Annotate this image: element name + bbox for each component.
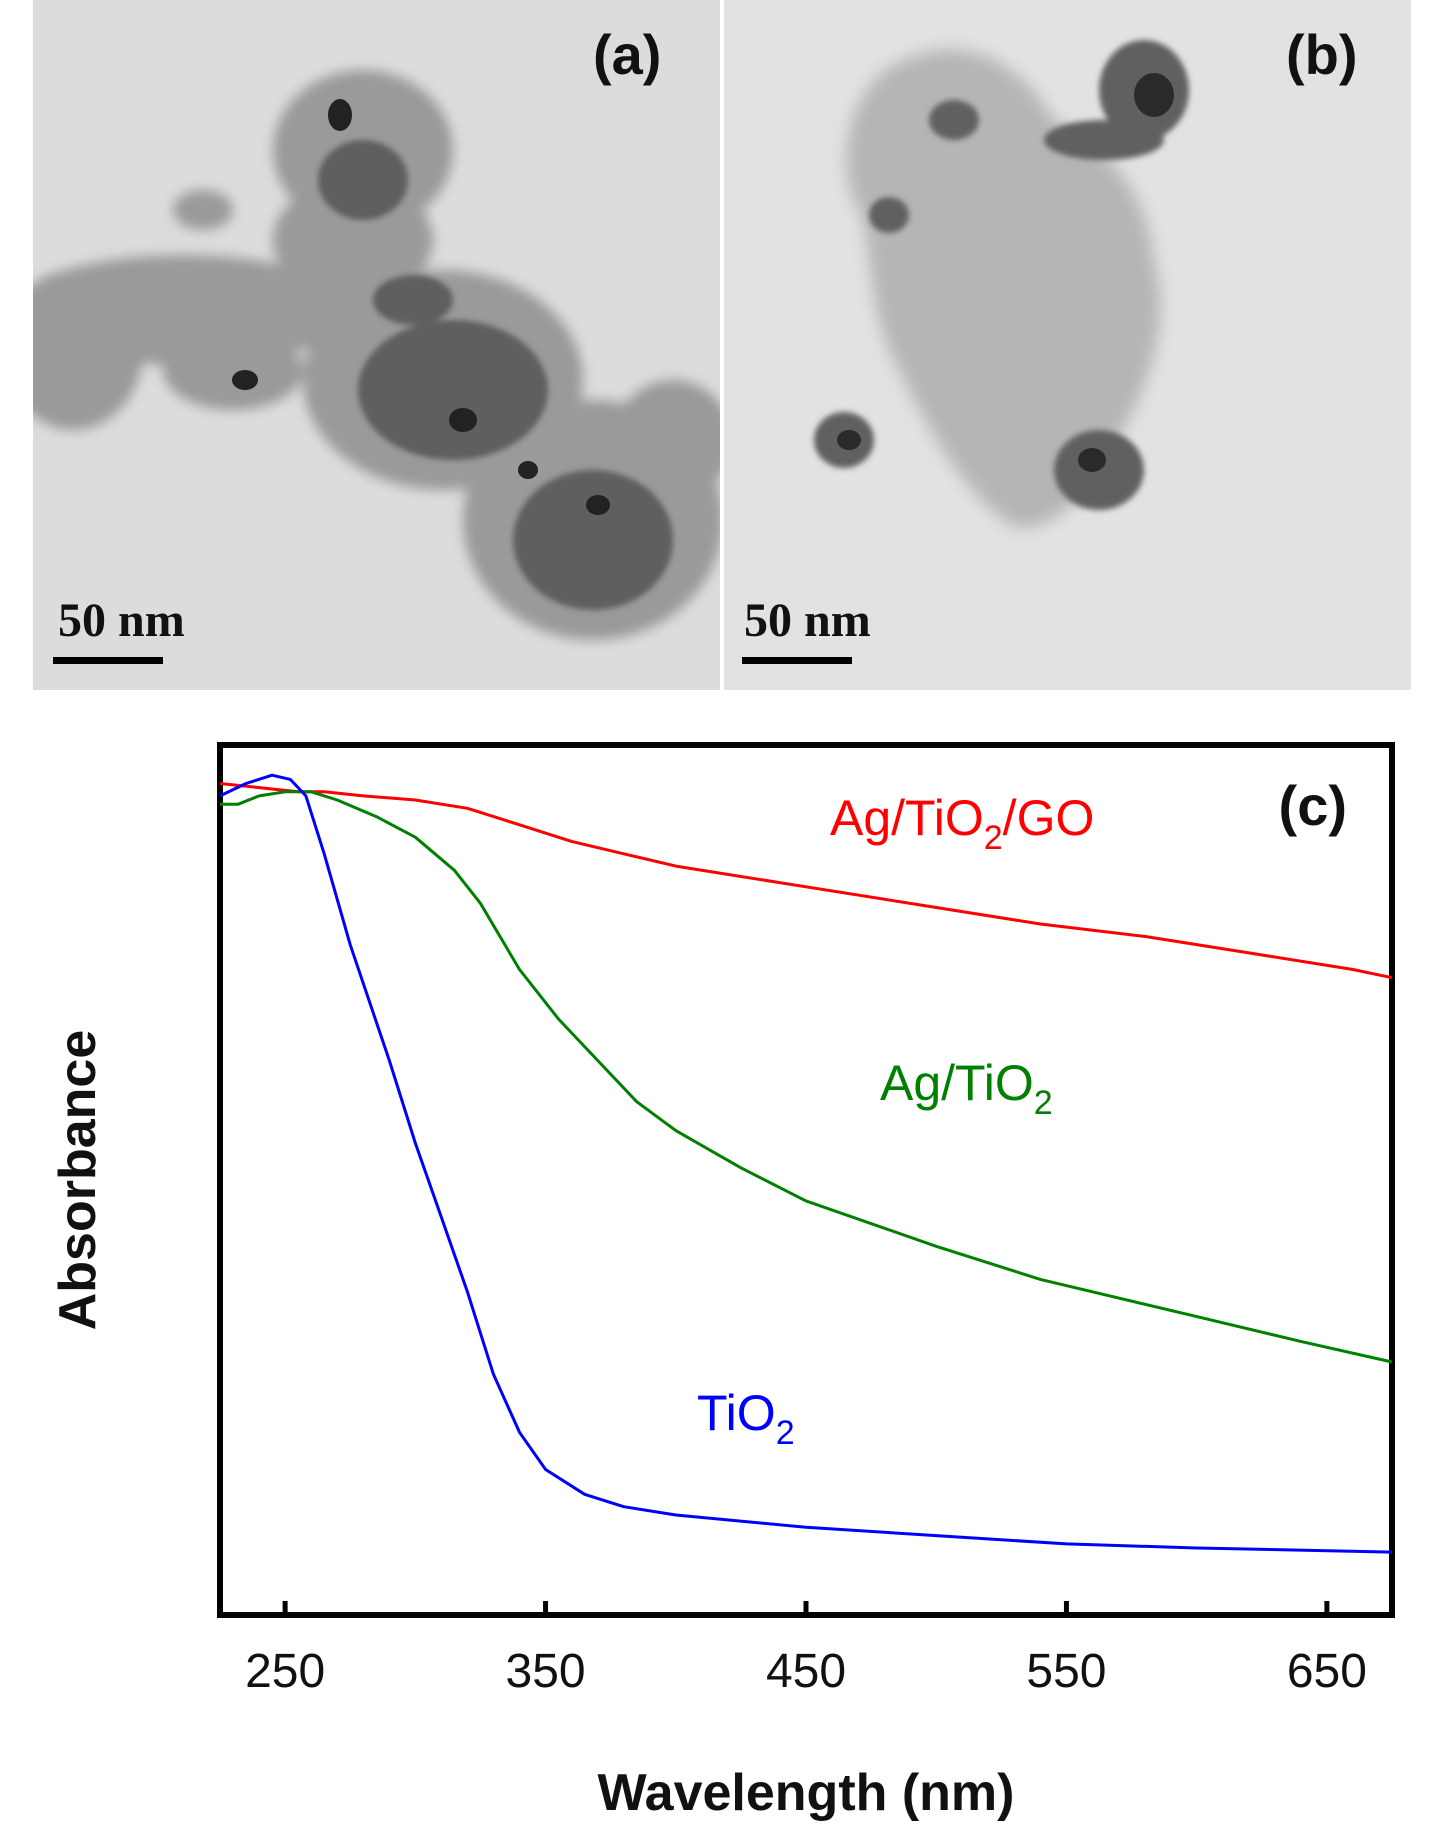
series-line-0 bbox=[219, 782, 1393, 980]
panel-label-c: (c) bbox=[1279, 774, 1347, 837]
series-label-subscript: 2 bbox=[984, 819, 1003, 857]
absorbance-chart: 250 350 450 550 650 (c) Wavelength (nm) Abso… bbox=[0, 690, 1449, 1829]
scalebar-a bbox=[53, 657, 163, 664]
panel-label-a: (a) bbox=[593, 23, 662, 86]
x-tick-label: 350 bbox=[506, 1645, 586, 1698]
series-label-main: Ag/TiO bbox=[880, 1055, 1034, 1111]
series-label-subscript: 2 bbox=[1034, 1084, 1053, 1122]
plot-frame bbox=[217, 742, 1395, 1618]
tem-image-a: (a) 50 nm bbox=[33, 0, 720, 690]
series-label-subscript: 2 bbox=[776, 1414, 795, 1452]
x-ticks: 250 350 450 550 650 bbox=[245, 1601, 1367, 1698]
scalebar-label-b: 50 nm bbox=[744, 594, 871, 647]
tem-micrograph-a bbox=[33, 0, 720, 690]
y-axis-title: Absorbance bbox=[49, 1030, 107, 1331]
scalebar-b bbox=[742, 657, 852, 664]
series-label-main: Ag/TiO bbox=[830, 790, 984, 846]
tem-image-b: (b) 50 nm bbox=[724, 0, 1411, 690]
x-tick-label: 450 bbox=[766, 1645, 846, 1698]
x-tick-label: 550 bbox=[1026, 1645, 1106, 1698]
series-label-0: Ag/TiO2/GO bbox=[830, 790, 1094, 857]
x-axis-title: Wavelength (nm) bbox=[598, 1764, 1015, 1822]
absorbance-chart-svg: 250 350 450 550 650 (c) Wavelength (nm) Abso… bbox=[49, 742, 1395, 1822]
x-tick-label: 650 bbox=[1287, 1645, 1367, 1698]
series-label-1: Ag/TiO2 bbox=[880, 1055, 1053, 1122]
series-lines bbox=[219, 773, 1393, 1554]
series-label-2: TiO2 bbox=[697, 1385, 795, 1452]
series-label-main: TiO bbox=[697, 1385, 776, 1441]
scalebar-label-a: 50 nm bbox=[58, 594, 185, 647]
panel-label-b: (b) bbox=[1286, 23, 1358, 86]
series-line-2 bbox=[219, 773, 1393, 1554]
x-tick-label: 250 bbox=[245, 1645, 325, 1698]
series-label-tail: /GO bbox=[1003, 790, 1095, 846]
tem-micrograph-b bbox=[724, 0, 1411, 690]
